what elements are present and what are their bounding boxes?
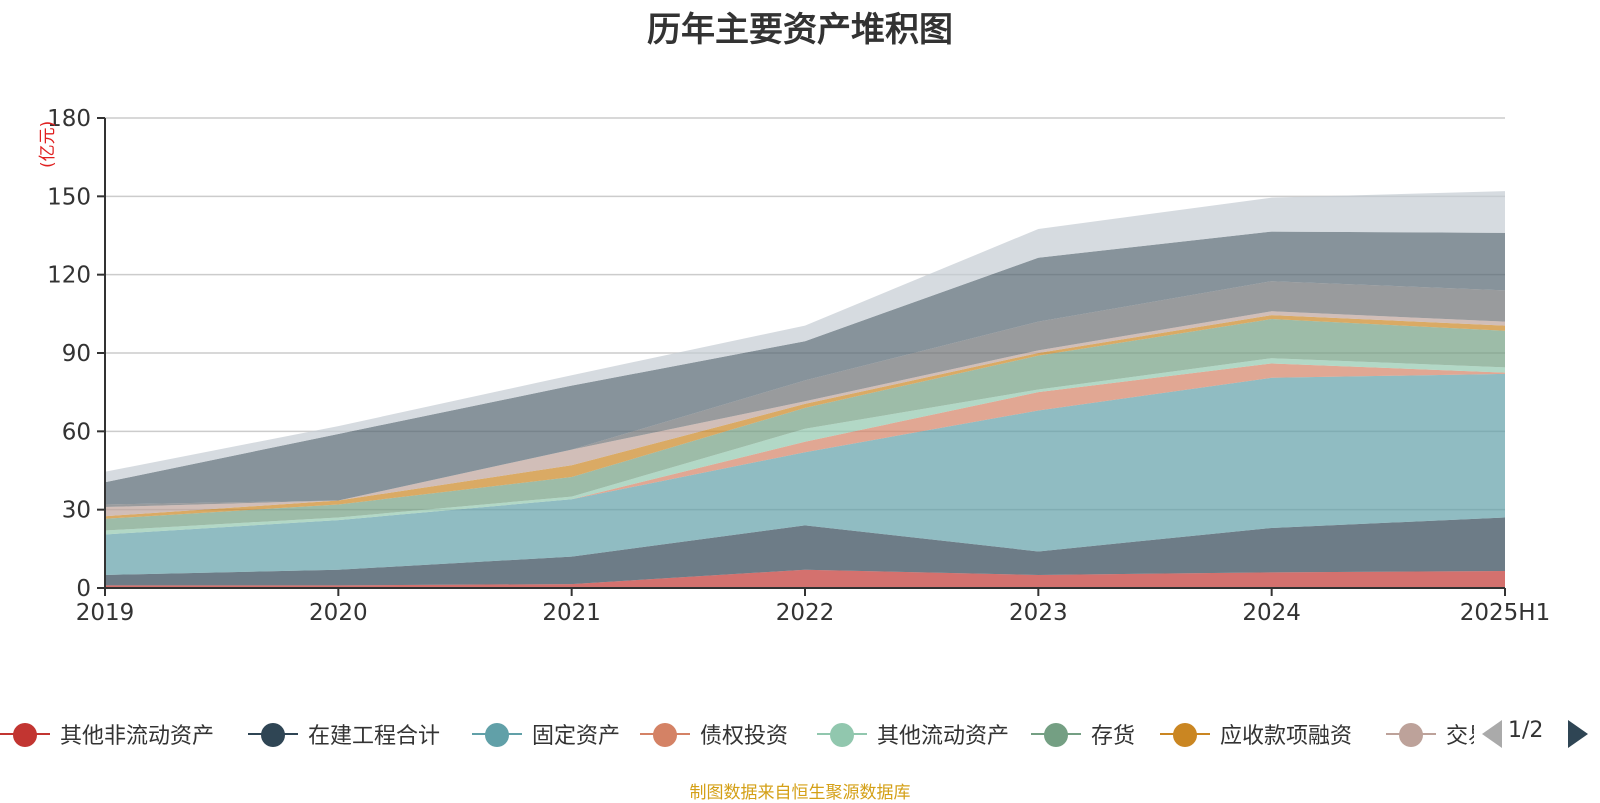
- x-tick-label: 2021: [542, 600, 601, 626]
- y-tick-label: 90: [62, 341, 91, 367]
- legend-item[interactable]: 固定资产: [472, 714, 620, 754]
- pager-next-arrow-icon[interactable]: [1568, 720, 1588, 748]
- series-area-3: [105, 363, 1505, 535]
- y-tick-label: 120: [47, 263, 91, 289]
- y-tick-labels: 0 30 60 90 120 150 180: [47, 106, 91, 602]
- legend-item[interactable]: 其他非流动资产: [0, 714, 214, 754]
- legend: 其他非流动资产 在建工程合计 固定资产 债权投资 其他流动资产 存货 应收款项融资 交易性金融…: [0, 714, 1600, 754]
- series-area-2: [105, 373, 1505, 575]
- legend-marker-icon: [1386, 720, 1436, 748]
- legend-pager: 1/2: [1482, 714, 1600, 754]
- legend-items: 其他非流动资产 在建工程合计 固定资产 债权投资 其他流动资产 存货 应收款项融资 交易性金融…: [0, 714, 1474, 754]
- legend-label: 固定资产: [532, 724, 621, 749]
- source-note: 制图数据来自恒生聚源数据库: [689, 783, 911, 803]
- series-area-5: [105, 319, 1505, 531]
- legend-marker-icon: [817, 720, 867, 748]
- x-tick-label: 2020: [309, 600, 368, 626]
- y-tick-label: 30: [62, 498, 91, 524]
- y-tick-label: 150: [47, 184, 91, 210]
- pager-prev-arrow-icon[interactable]: [1482, 720, 1502, 748]
- legend-marker-icon: [1031, 720, 1081, 748]
- plot-area: 0 30 60 90 120 150 180 2019 2020 2021 2022 2023 202…: [47, 106, 1551, 626]
- legend-label: 存货: [1091, 724, 1136, 749]
- y-axis-unit-label: (亿元): [38, 120, 58, 168]
- legend-marker-icon: [0, 720, 50, 748]
- x-tick-label: 2024: [1242, 600, 1301, 626]
- legend-label: 应收款项融资: [1220, 724, 1353, 749]
- y-tick-label: 60: [62, 419, 91, 445]
- x-tick-labels: 2019 2020 2021 2022 2023 2024 2025H1: [76, 600, 1551, 626]
- legend-label: 债权投资: [700, 724, 789, 749]
- legend-item[interactable]: 应收款项融资: [1160, 714, 1352, 754]
- legend-label: 在建工程合计: [308, 724, 441, 749]
- legend-marker-icon: [472, 720, 522, 748]
- series-area-0: [105, 569, 1505, 588]
- x-tick-label: 2019: [76, 600, 135, 626]
- legend-marker-icon: [640, 720, 690, 748]
- legend-item[interactable]: 债权投资: [640, 714, 788, 754]
- series-area-9: [105, 231, 1505, 505]
- x-tick-label: 2023: [1009, 600, 1068, 626]
- legend-marker-icon: [248, 720, 298, 748]
- legend-marker-icon: [1160, 720, 1210, 748]
- legend-item[interactable]: 其他流动资产: [817, 714, 1009, 754]
- series-area-10: [105, 191, 1505, 483]
- series-area-8: [105, 281, 1505, 508]
- x-tick-label: 2025H1: [1460, 600, 1550, 626]
- pager-page-text: 1/2: [1508, 718, 1544, 743]
- chart-title: 历年主要资产堆积图: [647, 10, 953, 50]
- legend-label: 其他流动资产: [877, 724, 1010, 749]
- legend-label: 其他非流动资产: [60, 724, 215, 749]
- legend-item[interactable]: 存货: [1031, 714, 1135, 754]
- axes: [97, 117, 1506, 596]
- stacked-areas: [105, 191, 1505, 588]
- y-tick-label: 180: [47, 106, 91, 132]
- legend-item[interactable]: 在建工程合计: [248, 714, 440, 754]
- legend-item[interactable]: 交易性金融资产: [1386, 714, 1474, 754]
- series-area-1: [105, 517, 1505, 586]
- y-tick-label: 0: [76, 576, 91, 602]
- legend-label: 交易性金融资产: [1446, 724, 1474, 749]
- x-tick-label: 2022: [776, 600, 835, 626]
